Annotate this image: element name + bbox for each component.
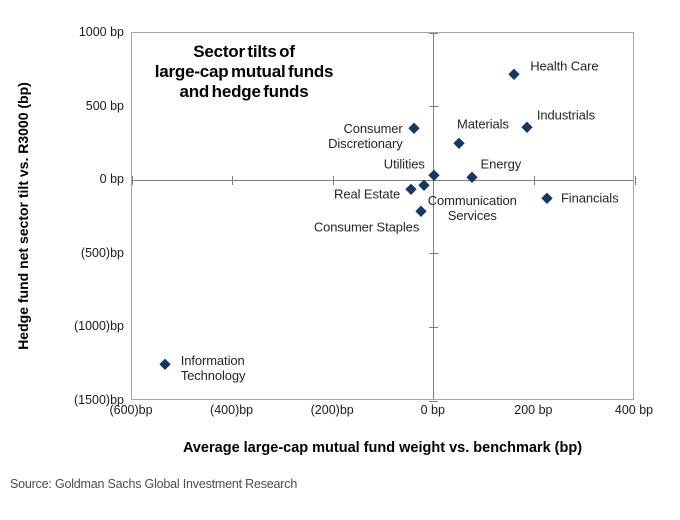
chart-title-line-2: large-cap mutual funds	[154, 62, 334, 81]
data-point-label-materials: Materials	[457, 116, 509, 132]
x-tick-label--600-bp: (600)bp	[109, 403, 153, 417]
x-tick-label-0-bp: 0 bp	[420, 403, 445, 417]
x-tick-mark--400-bp	[232, 175, 234, 185]
y-tick-mark--1000-bp	[429, 326, 439, 328]
plot-area: Sector tilts of large-cap mutual funds a…	[131, 32, 636, 402]
x-tick-label-400-bp: 400 bp	[614, 403, 654, 417]
data-point-communication-services-diamond-icon	[418, 179, 430, 190]
chart-title-line-1: Sector tilts of	[193, 42, 295, 61]
data-point-label-industrials: Industrials	[536, 107, 595, 123]
data-point-health-care-diamond-icon	[508, 68, 520, 80]
data-point-real-estate-diamond-icon	[405, 183, 417, 195]
y-axis-title: Hedge fund net sector tilt vs. R3000 (bp…	[15, 82, 31, 350]
data-point-label-real-estate: Real Estate	[334, 186, 401, 202]
x-tick-mark--200-bp	[332, 175, 334, 185]
chart-title-line-3: and hedge funds	[179, 82, 309, 101]
data-point-industrials-diamond-icon	[521, 121, 533, 133]
x-tick-mark-400-bp	[634, 175, 636, 185]
source-note: Source: Goldman Sachs Global Investment …	[10, 477, 298, 491]
data-point-consumer-discretionary-diamond-icon	[408, 122, 420, 134]
y-tick-mark-500-bp	[429, 106, 439, 108]
y-tick-label--1500-bp: (1500)bp	[73, 393, 124, 407]
y-axis-zero-line	[433, 33, 435, 399]
x-tick-label--400-bp: (400)bp	[210, 403, 254, 417]
x-tick-label--200-bp: (200)bp	[310, 403, 354, 417]
data-point-label-utilities: Utilities	[383, 156, 425, 172]
y-tick-label-500-bp: 500 bp	[85, 98, 124, 113]
data-point-label-health-care: Health Care	[530, 58, 599, 74]
x-tick-mark--600-bp	[131, 175, 133, 185]
data-point-information-technology-diamond-icon	[159, 358, 171, 370]
y-tick-label--1000-bp: (1000)bp	[73, 319, 124, 334]
y-tick-label-0-bp: 0 bp	[99, 172, 124, 187]
y-tick-mark-1000-bp	[429, 32, 439, 34]
data-point-materials-diamond-icon	[453, 137, 465, 149]
data-point-label-financials: Financials	[560, 190, 619, 206]
x-axis-zero-line	[132, 179, 633, 181]
x-tick-mark-200-bp	[533, 175, 535, 185]
y-tick-label-1000-bp: 1000 bp	[78, 25, 124, 39]
data-point-label-consumer-staples: Consumer Staples	[313, 219, 420, 235]
data-point-energy-diamond-icon	[466, 171, 477, 183]
x-tick-label-200-bp: 200 bp	[514, 403, 553, 417]
data-point-financials-diamond-icon	[541, 192, 553, 204]
y-tick-label--500-bp: (500)bp	[80, 245, 124, 260]
data-point-label-information-technology: Information Technology	[180, 353, 246, 384]
data-point-label-consumer-discretionary: Consumer Discretionary	[328, 120, 403, 151]
data-point-consumer-staples-diamond-icon	[415, 205, 427, 217]
data-point-label-communication-services: Communication Services	[427, 192, 517, 223]
y-tick-mark--1500-bp	[429, 400, 439, 402]
data-point-label-energy: Energy	[480, 156, 522, 172]
chart-title: Sector tilts of large-cap mutual funds a…	[155, 42, 334, 102]
y-tick-mark--500-bp	[429, 253, 439, 255]
x-axis-title: Average large-cap mutual fund weight vs.…	[182, 440, 583, 456]
